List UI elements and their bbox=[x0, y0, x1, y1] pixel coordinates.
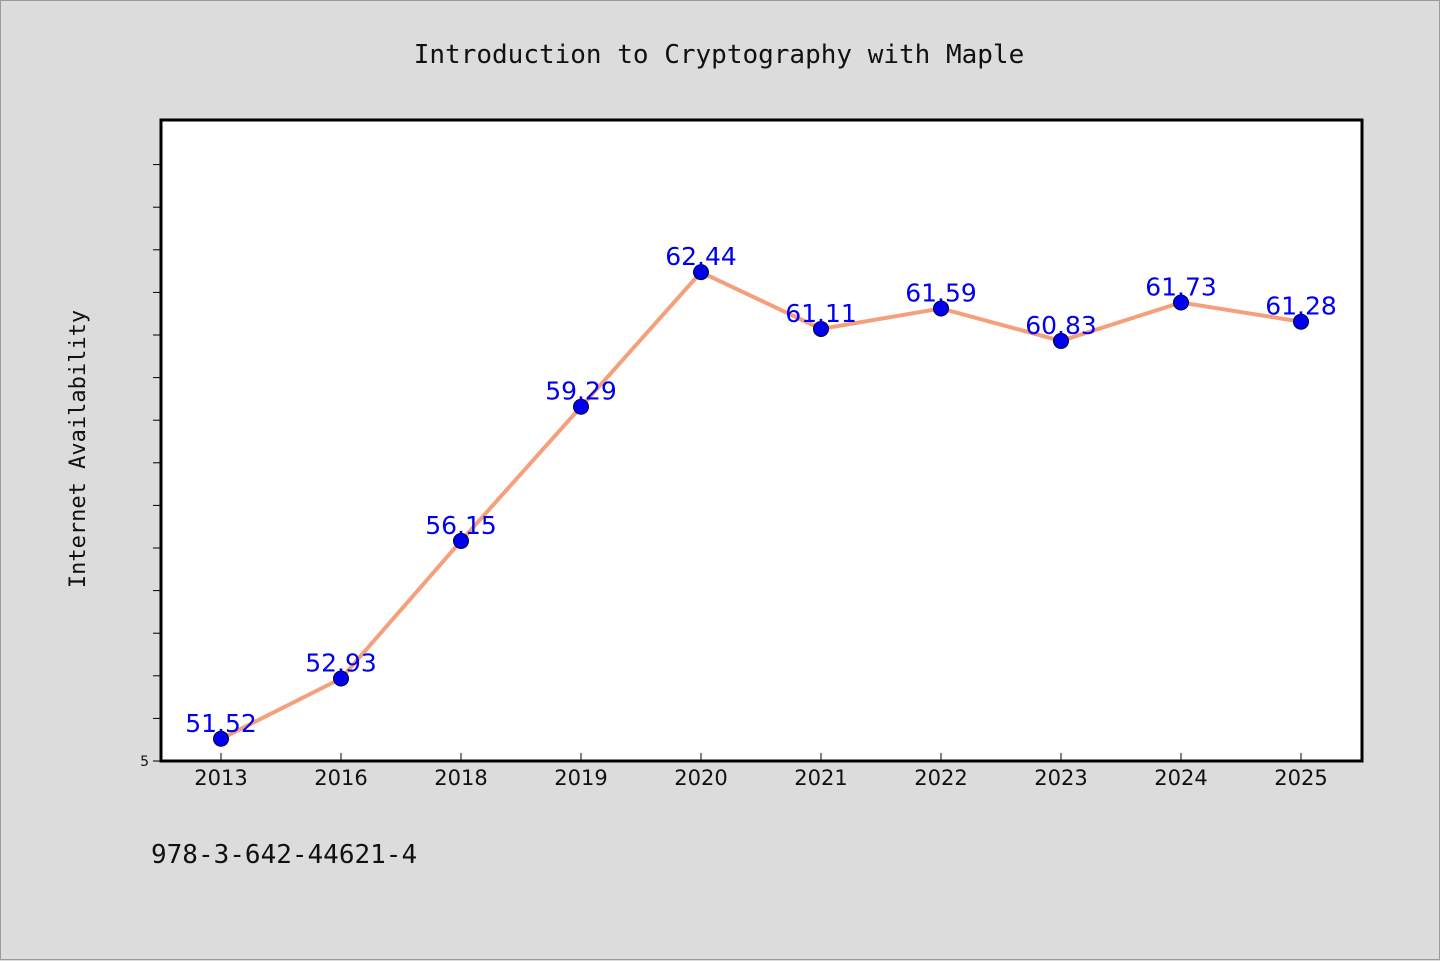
x-tick-label: 2021 bbox=[794, 766, 847, 790]
x-tick-label: 2020 bbox=[674, 766, 727, 790]
data-point-label: 59.29 bbox=[545, 377, 617, 406]
data-point-marker bbox=[1053, 332, 1069, 349]
data-point-marker bbox=[1173, 294, 1189, 311]
data-point-marker bbox=[213, 730, 229, 747]
data-point-marker bbox=[813, 320, 829, 337]
x-tick-label: 2022 bbox=[914, 766, 967, 790]
data-point-marker bbox=[1293, 313, 1309, 330]
data-point-marker bbox=[453, 532, 469, 549]
data-point-label: 51.52 bbox=[185, 709, 257, 738]
data-markers bbox=[213, 264, 1309, 747]
x-axis-ticks: 2013 2016 2018 2019 2020 2021 2022 2023 2024 2025 bbox=[194, 753, 1328, 790]
data-point-marker bbox=[573, 398, 589, 415]
isbn-footer: 978-3-642-44621-4 bbox=[151, 840, 417, 870]
x-tick-label: 2019 bbox=[554, 766, 607, 790]
x-tick-label: 2016 bbox=[314, 766, 367, 790]
data-point-marker bbox=[333, 670, 349, 687]
data-point-label: 61.73 bbox=[1145, 272, 1217, 301]
data-point-marker bbox=[933, 300, 949, 317]
y-axis-label: Internet Availability bbox=[66, 310, 91, 588]
data-point-label: 61.28 bbox=[1265, 292, 1337, 321]
data-point-label: 62.44 bbox=[665, 242, 737, 271]
data-point-label: 61.59 bbox=[905, 278, 977, 307]
series-line bbox=[219, 270, 1303, 741]
x-tick-label: 2024 bbox=[1154, 766, 1207, 790]
data-point-label: 52.93 bbox=[305, 649, 377, 678]
chart-title: Introduction to Cryptography with Maple bbox=[414, 40, 1024, 70]
x-tick-label: 2023 bbox=[1034, 766, 1087, 790]
data-point-label: 61.11 bbox=[785, 299, 857, 328]
x-tick-label: 2013 bbox=[194, 766, 247, 790]
x-tick-label: 2025 bbox=[1274, 766, 1327, 790]
series-line-group bbox=[219, 270, 1303, 741]
data-labels: 51.52 52.93 56.15 59.29 62.44 61.11 61.59 60.83… bbox=[185, 242, 1337, 738]
data-point-label: 56.15 bbox=[425, 511, 497, 540]
x-tick-label: 2018 bbox=[434, 766, 487, 790]
data-point-marker bbox=[693, 264, 709, 281]
y-tick-label: 5 bbox=[140, 754, 149, 770]
data-point-label: 60.83 bbox=[1025, 311, 1097, 340]
y-axis-ticks: 5 bbox=[140, 164, 161, 770]
